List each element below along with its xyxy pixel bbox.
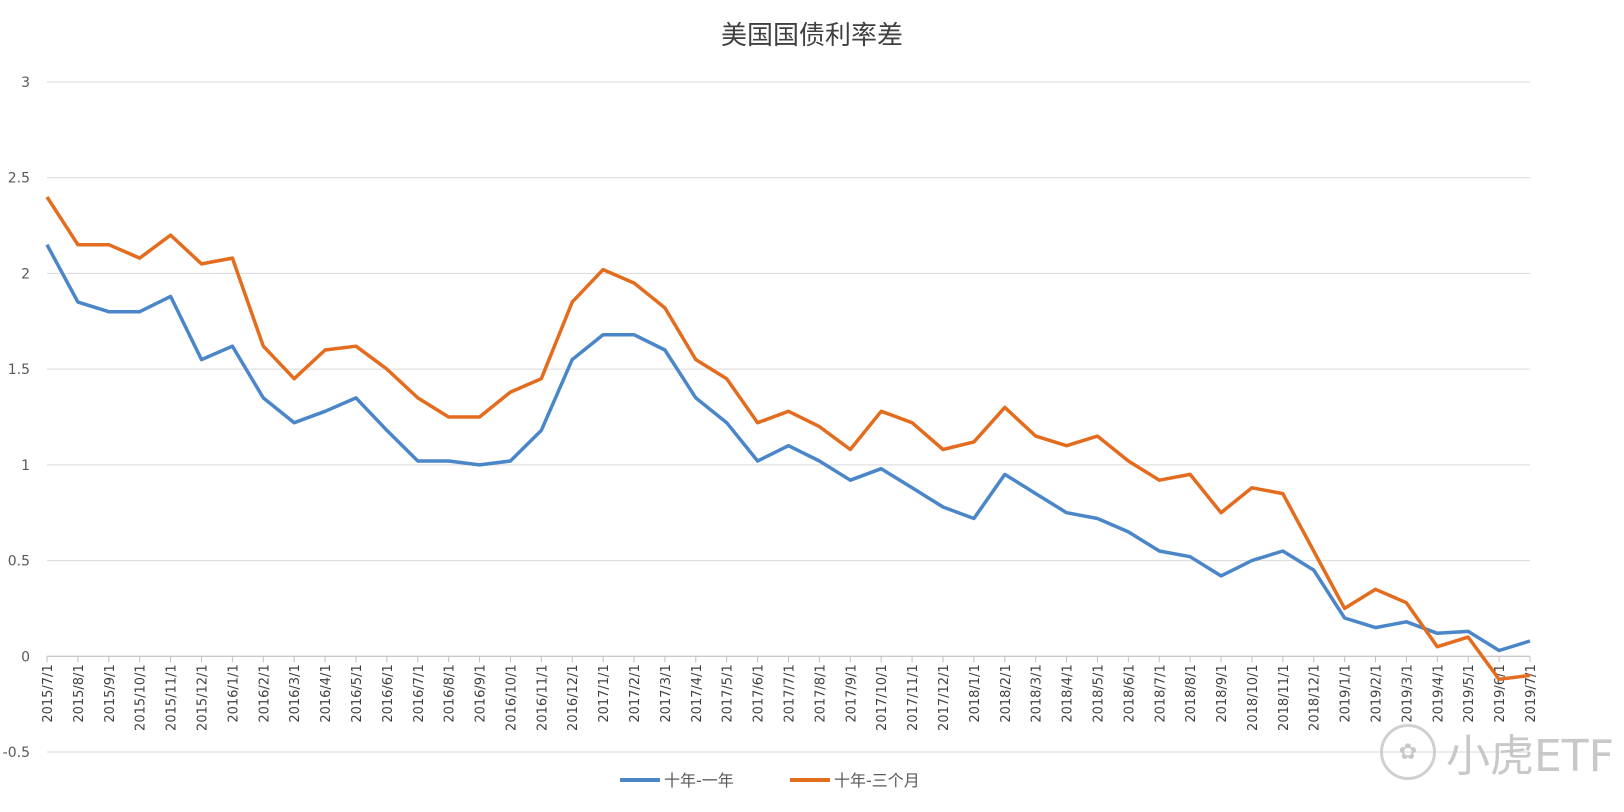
x-tick-label: 2017/10/1 <box>875 664 890 731</box>
x-tick-label: 2019/5/1 <box>1462 664 1477 722</box>
x-tick-label: 2016/9/1 <box>474 664 489 722</box>
x-tick-label: 2018/5/1 <box>1091 664 1106 722</box>
series-line-0 <box>45 243 1531 653</box>
x-tick-label: 2017/5/1 <box>721 664 736 722</box>
x-tick-label: 2019/7/1 <box>1524 664 1539 722</box>
x-tick-label: 2016/8/1 <box>443 664 458 722</box>
x-tick-label: 2018/8/1 <box>1184 664 1199 722</box>
x-tick-label: 2016/6/1 <box>381 664 396 722</box>
y-tick-label: 1 <box>21 458 30 474</box>
x-tick-label: 2018/12/1 <box>1308 664 1323 731</box>
y-tick-label: -0.5 <box>3 745 30 761</box>
x-tick-label: 2018/10/1 <box>1246 664 1261 731</box>
x-tick-label: 2015/10/1 <box>134 664 149 731</box>
y-tick-label: 2.5 <box>8 171 30 187</box>
y-tick-label: 0.5 <box>8 554 30 570</box>
y-tick-label: 0 <box>21 649 30 665</box>
legend: 十年-一年 十年-三个月 <box>620 771 920 790</box>
watermark-text: 小虎ETF <box>1446 731 1614 782</box>
x-tick-label: 2018/6/1 <box>1122 664 1137 722</box>
x-tick-label: 2017/8/1 <box>813 664 828 722</box>
gridlines <box>47 81 1530 753</box>
x-tick-label: 2015/12/1 <box>195 664 210 731</box>
x-tick-label: 2018/3/1 <box>1030 664 1045 722</box>
x-tick-label: 2015/8/1 <box>72 664 87 722</box>
x-tick-label: 2018/4/1 <box>1061 664 1076 722</box>
x-tick-label: 2016/2/1 <box>257 664 272 722</box>
x-tick-label: 2015/9/1 <box>103 664 118 722</box>
x-tick-label: 2016/12/1 <box>566 664 581 731</box>
x-tick-label: 2016/3/1 <box>288 664 303 722</box>
x-tick-label: 2018/7/1 <box>1153 664 1168 722</box>
chart-title: 美国国债利率差 <box>721 21 903 51</box>
legend-label: 十年-三个月 <box>834 771 920 790</box>
x-tick-label: 2017/6/1 <box>752 664 767 722</box>
legend-label: 十年-一年 <box>664 771 734 790</box>
x-tick-label: 2016/10/1 <box>504 664 519 731</box>
x-tick-label: 2017/12/1 <box>937 664 952 731</box>
x-tick-label: 2018/11/1 <box>1277 664 1292 731</box>
watermark: ✿ 小虎ETF <box>1380 720 1614 784</box>
x-tick-label: 2016/1/1 <box>226 664 241 722</box>
series-line-1 <box>45 195 1531 682</box>
x-tick-label: 2016/7/1 <box>412 664 427 722</box>
x-tick-label: 2018/1/1 <box>968 664 983 722</box>
x-tick-label: 2016/5/1 <box>350 664 365 722</box>
x-tick-label: 2018/2/1 <box>999 664 1014 722</box>
x-tick-label: 2015/11/1 <box>165 664 180 731</box>
x-tick-label: 2015/7/1 <box>41 664 56 722</box>
x-axis-ticks: 2015/7/1 2015/8/1 2015/9/1 2015/10/1 2015/11… <box>41 656 1539 731</box>
y-tick-label: 3 <box>21 75 30 91</box>
x-tick-label: 2017/3/1 <box>659 664 674 722</box>
series-lines <box>45 195 1531 682</box>
x-tick-label: 2019/4/1 <box>1431 664 1446 722</box>
x-tick-label: 2018/9/1 <box>1215 664 1230 722</box>
y-axis-ticks: 3 2.5 2 1.5 1 0.5 0 -0.5 <box>3 75 30 761</box>
x-tick-label: 2017/1/1 <box>597 664 612 722</box>
x-tick-label: 2019/2/1 <box>1370 664 1385 722</box>
x-tick-label: 2017/7/1 <box>783 664 798 722</box>
x-tick-label: 2019/1/1 <box>1339 664 1354 722</box>
x-tick-label: 2017/2/1 <box>628 664 643 722</box>
x-tick-label: 2019/3/1 <box>1400 664 1415 722</box>
tiger-logo-icon: ✿ <box>1380 724 1436 780</box>
x-tick-label: 2017/11/1 <box>906 664 921 731</box>
x-tick-label: 2017/4/1 <box>690 664 705 722</box>
x-tick-label: 2016/4/1 <box>319 664 334 722</box>
x-tick-label: 2017/9/1 <box>844 664 859 722</box>
y-tick-label: 2 <box>21 266 30 282</box>
y-tick-label: 1.5 <box>8 362 30 378</box>
x-tick-label: 2016/11/1 <box>535 664 550 731</box>
